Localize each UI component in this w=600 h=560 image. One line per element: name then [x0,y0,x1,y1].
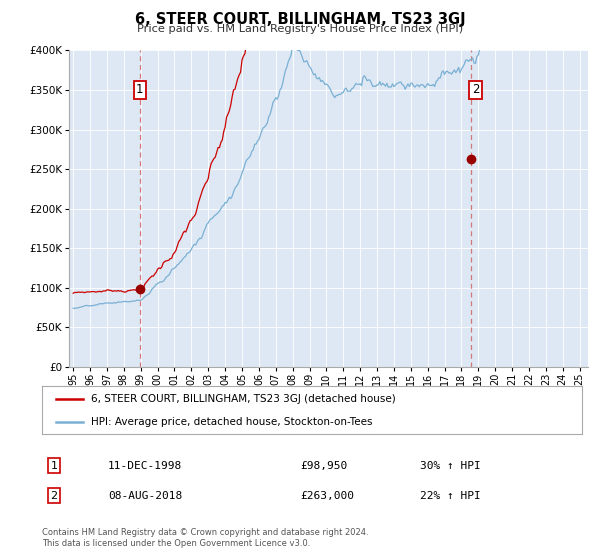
Text: £98,950: £98,950 [300,461,347,471]
Text: 30% ↑ HPI: 30% ↑ HPI [420,461,481,471]
Text: 6, STEER COURT, BILLINGHAM, TS23 3GJ: 6, STEER COURT, BILLINGHAM, TS23 3GJ [134,12,466,27]
Text: Price paid vs. HM Land Registry's House Price Index (HPI): Price paid vs. HM Land Registry's House … [137,24,463,34]
Text: 6, STEER COURT, BILLINGHAM, TS23 3GJ (detached house): 6, STEER COURT, BILLINGHAM, TS23 3GJ (de… [91,394,395,404]
Text: 08-AUG-2018: 08-AUG-2018 [108,491,182,501]
Text: 1: 1 [50,461,58,471]
Text: 11-DEC-1998: 11-DEC-1998 [108,461,182,471]
Text: Contains HM Land Registry data © Crown copyright and database right 2024.
This d: Contains HM Land Registry data © Crown c… [42,528,368,548]
Text: 1: 1 [136,83,143,96]
Text: 2: 2 [50,491,58,501]
Text: 2: 2 [472,83,479,96]
Text: £263,000: £263,000 [300,491,354,501]
Text: 22% ↑ HPI: 22% ↑ HPI [420,491,481,501]
Text: HPI: Average price, detached house, Stockton-on-Tees: HPI: Average price, detached house, Stoc… [91,417,372,427]
